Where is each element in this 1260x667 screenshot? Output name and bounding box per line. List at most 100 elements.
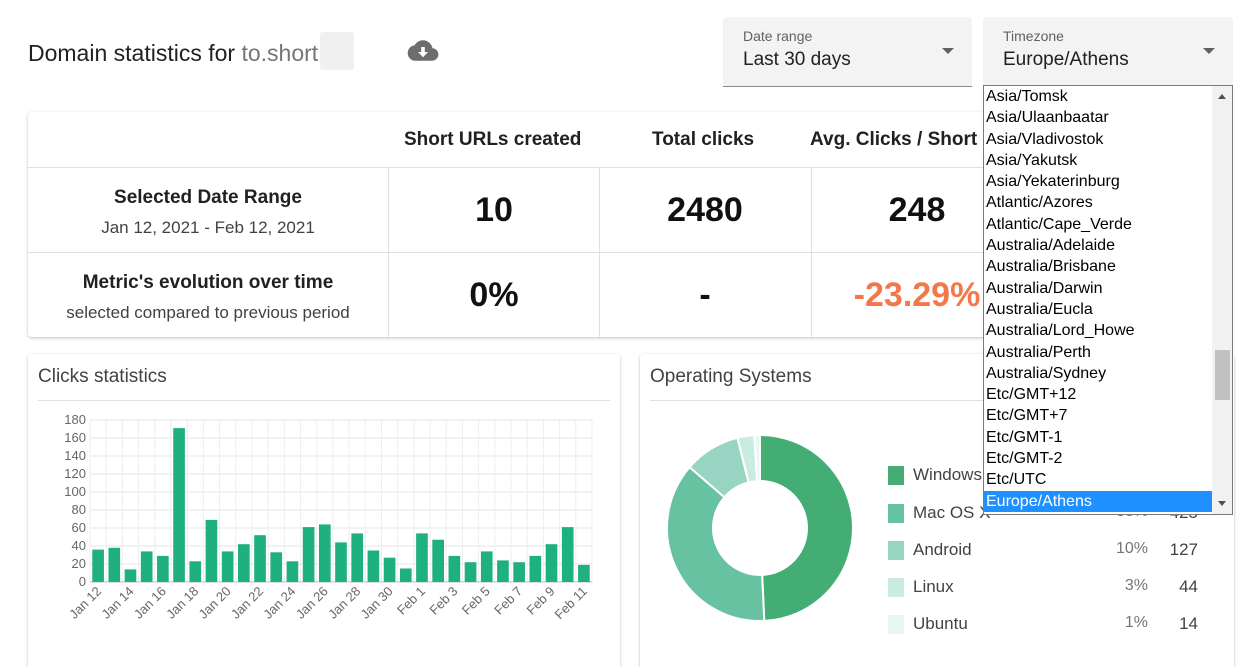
timezone-option[interactable]: Atlantic/Cape_Verde <box>986 215 1132 233</box>
timezone-select[interactable]: Timezone Europe/Athens <box>983 17 1233 87</box>
bar[interactable] <box>124 569 137 582</box>
timezone-option[interactable]: Atlantic/Azores <box>986 194 1093 212</box>
x-tick-label: Jan 28 <box>325 584 363 622</box>
domain-name: to.short <box>241 40 319 67</box>
divider <box>388 167 389 337</box>
row-subtitle: Jan 12, 2021 - Feb 12, 2021 <box>101 218 315 237</box>
timezone-option[interactable]: Etc/GMT-1 <box>986 428 1063 446</box>
y-tick-label: 20 <box>72 556 86 571</box>
scroll-down-arrow-icon[interactable] <box>1218 501 1226 506</box>
bar[interactable] <box>416 533 428 582</box>
row-header-evolution: Metric's evolution over time selected co… <box>28 272 388 323</box>
bar[interactable] <box>189 561 202 582</box>
bar[interactable] <box>464 562 477 582</box>
timezone-option[interactable]: Australia/Perth <box>986 343 1091 361</box>
timezone-option[interactable]: Asia/Vladivostok <box>986 130 1104 148</box>
timezone-option[interactable]: Etc/GMT+7 <box>986 407 1068 425</box>
x-tick-label: Jan 14 <box>98 584 136 622</box>
bar[interactable] <box>480 551 493 582</box>
x-tick-label: Jan 16 <box>131 584 169 622</box>
bar[interactable] <box>173 428 185 582</box>
date-range-select[interactable]: Date range Last 30 days <box>723 17 972 87</box>
cloud-download-icon[interactable] <box>407 38 439 64</box>
y-tick-label: 80 <box>72 502 86 517</box>
bar[interactable] <box>432 539 444 582</box>
row-title: Metric's evolution over time <box>82 272 334 293</box>
timezone-option[interactable]: Asia/Tomsk <box>986 88 1068 105</box>
legend-percent: 3% <box>1124 577 1148 594</box>
dropdown-scrollbar[interactable] <box>1212 86 1232 514</box>
legend-label: Mac OS X <box>913 503 991 522</box>
divider <box>599 167 600 337</box>
timezone-option[interactable]: Asia/Ulaanbaatar <box>986 109 1109 127</box>
timezone-option[interactable]: Etc/GMT+12 <box>986 386 1077 404</box>
legend-item[interactable]: Windows <box>888 464 1198 488</box>
x-tick-label: Jan 18 <box>163 584 201 622</box>
bar[interactable] <box>140 551 153 582</box>
legend-swatch <box>888 541 904 560</box>
panel-title: Operating Systems <box>650 366 812 387</box>
bar[interactable] <box>108 547 121 582</box>
short-urls-evolution-value: 0% <box>469 276 519 314</box>
bar[interactable] <box>513 562 525 582</box>
timezone-option[interactable]: Australia/Adelaide <box>986 237 1115 255</box>
timezone-option[interactable]: Australia/Eucla <box>986 300 1093 318</box>
bar[interactable] <box>367 550 380 583</box>
timezone-option[interactable]: Australia/Lord_Howe <box>986 322 1135 340</box>
timezone-option[interactable]: Etc/UTC <box>986 471 1047 489</box>
timezone-option[interactable]: Australia/Sydney <box>986 364 1107 382</box>
legend-label: Ubuntu <box>913 614 968 633</box>
bar[interactable] <box>157 555 169 582</box>
bar[interactable] <box>205 519 218 582</box>
divider <box>811 167 812 337</box>
timezone-option[interactable]: Etc/GMT-2 <box>986 450 1063 468</box>
legend-swatch <box>888 615 904 634</box>
bar[interactable] <box>221 551 234 582</box>
divider <box>650 400 1224 401</box>
bar[interactable] <box>448 555 461 582</box>
scroll-up-arrow-icon[interactable] <box>1218 94 1226 99</box>
timezone-option[interactable]: Australia/Brisbane <box>986 258 1116 276</box>
bar[interactable] <box>302 527 315 582</box>
x-tick-label: Feb 7 <box>491 584 525 618</box>
bar[interactable] <box>318 524 331 582</box>
bar[interactable] <box>497 560 509 582</box>
dropdown-arrow-icon <box>1203 48 1215 54</box>
bar[interactable] <box>399 568 412 583</box>
column-header-avg-clicks: Avg. Clicks / Short <box>810 129 978 150</box>
bar[interactable] <box>351 533 364 582</box>
timezone-option[interactable]: Europe/Athens <box>984 490 1212 512</box>
y-tick-label: 0 <box>79 574 86 589</box>
bar[interactable] <box>529 555 542 582</box>
scrollbar-thumb[interactable] <box>1215 350 1230 400</box>
timezone-option[interactable]: Australia/Darwin <box>986 279 1103 297</box>
bar[interactable] <box>270 552 283 582</box>
legend-count: 127 <box>1169 540 1198 559</box>
legend-item[interactable]: Ubuntu 1% 14 <box>888 613 1198 637</box>
timezone-dropdown-list[interactable]: Asia/Tomsk Asia/Ulaanbaatar Asia/Vladivost… <box>983 85 1233 515</box>
bar[interactable] <box>561 527 574 582</box>
x-tick-label: Jan 26 <box>293 584 331 622</box>
timezone-option[interactable]: Asia/Yakutsk <box>986 151 1078 169</box>
bar[interactable] <box>92 549 104 582</box>
bar[interactable] <box>254 535 266 582</box>
row-header-selected-range: Selected Date Range Jan 12, 2021 - Feb 1… <box>28 187 388 238</box>
bar[interactable] <box>286 561 299 582</box>
stats-table: Short URLs created Total clicks Avg. Cli… <box>28 112 1028 337</box>
bar[interactable] <box>383 557 396 582</box>
legend-swatch <box>888 504 904 523</box>
legend-item[interactable]: Android 10% 127 <box>888 539 1198 563</box>
donut-slice[interactable] <box>666 465 766 622</box>
legend-item[interactable]: Linux 3% 44 <box>888 576 1198 600</box>
donut-slice[interactable] <box>753 433 761 483</box>
bar[interactable] <box>545 544 558 582</box>
timezone-option[interactable]: Asia/Yekaterinburg <box>986 173 1120 191</box>
bar[interactable] <box>335 542 347 582</box>
donut-slice[interactable] <box>759 433 854 622</box>
bar[interactable] <box>578 564 590 582</box>
y-tick-label: 40 <box>72 538 86 553</box>
legend-percent: 1% <box>1124 614 1148 631</box>
bar[interactable] <box>238 544 250 582</box>
x-tick-label: Jan 30 <box>357 584 395 622</box>
